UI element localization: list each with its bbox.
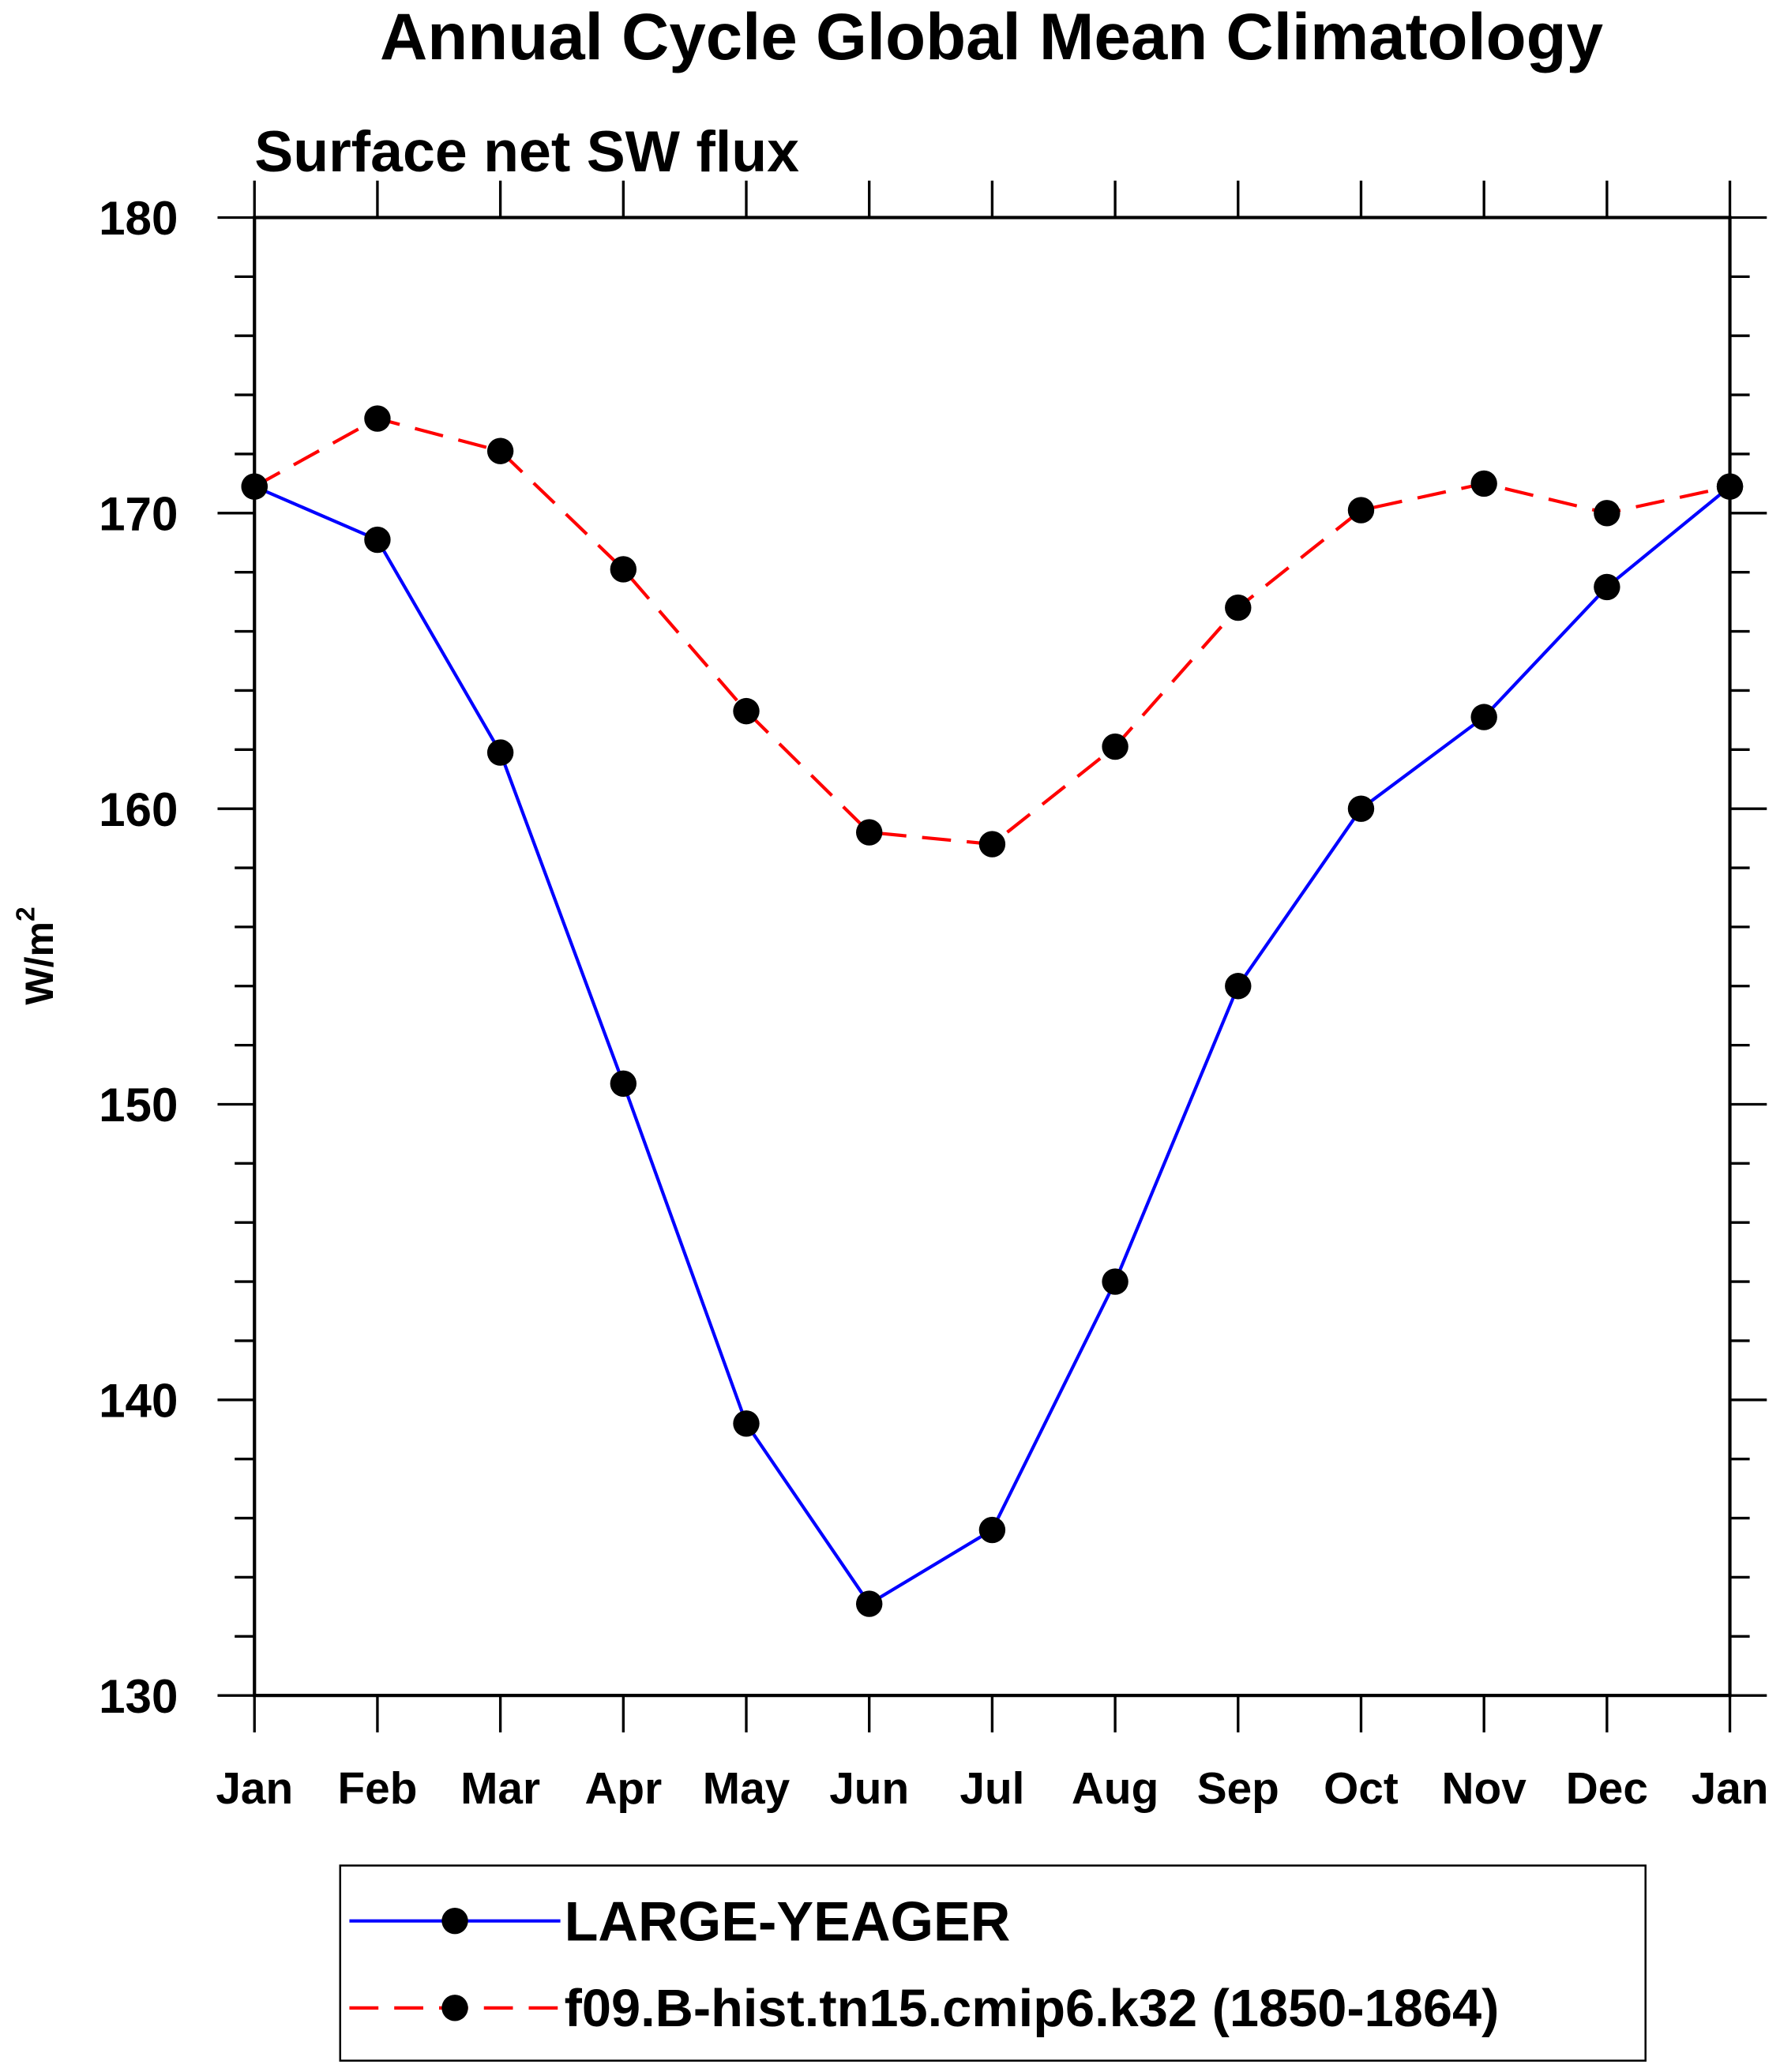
x-tick-label: Jan [216,1764,293,1814]
chart-title: Annual Cycle Global Mean Climatology [380,0,1603,73]
x-tick-label: Feb [337,1764,417,1814]
y-tick-label: 180 [99,192,178,245]
y-axis-label-superscript: 2 [11,906,40,922]
x-tick-label: Jun [829,1764,909,1814]
data-point-series-1 [856,819,883,846]
data-point-series-1 [978,831,1006,858]
data-point-series-0 [1102,1268,1128,1295]
data-point-series-1 [733,697,760,725]
x-tick-label: Aug [1072,1764,1159,1814]
data-point-series-0 [1470,704,1497,730]
data-point-series-0 [1225,973,1252,1000]
data-point-series-1 [1716,473,1744,500]
legend-label-f09: f09.B-hist.tn15.cmip6.k32 (1850-1864) [565,1980,1500,2038]
y-tick-label: 130 [99,1670,178,1723]
data-point-series-0 [610,1070,637,1097]
svg-text:W/m2: W/m2 [11,906,61,1004]
series-line-0 [253,485,1731,1606]
x-tick-label: Jan [1692,1764,1769,1814]
legend-marker-large-yeager [441,1907,468,1935]
data-point-series-0 [486,739,514,766]
y-axis-label: W/m2 [11,906,61,1004]
data-point-series-1 [1470,470,1497,497]
data-point-series-0 [856,1590,883,1617]
data-point-series-1 [241,473,268,500]
data-point-series-0 [1347,795,1375,822]
chart-subtitle: Surface net SW flux [254,118,799,184]
data-point-series-1 [1225,594,1252,621]
data-point-series-1 [1594,500,1620,527]
data-point-series-0 [364,526,391,554]
legend-box [339,1864,1647,2062]
plot-frame [253,216,1732,1698]
y-tick-label: 150 [99,1079,178,1132]
x-tick-label: Nov [1442,1764,1527,1814]
data-point-series-1 [1347,497,1375,524]
x-tick-label: Dec [1566,1764,1648,1814]
x-tick-label: Apr [584,1764,662,1814]
data-point-series-0 [733,1410,760,1437]
x-tick-label: Oct [1324,1764,1399,1814]
x-tick-label: Mar [460,1764,540,1814]
x-tick-label: Jul [959,1764,1024,1814]
data-point-series-1 [486,437,514,464]
legend-marker-f09 [441,1995,468,2021]
y-tick-label: 140 [99,1375,178,1428]
data-point-series-0 [978,1516,1006,1544]
y-tick-label: 170 [99,488,178,541]
x-tick-label: May [703,1764,790,1814]
data-point-series-1 [610,556,637,583]
y-tick-label: 160 [99,783,178,836]
legend-label-large-yeager: LARGE-YEAGER [565,1891,1011,1953]
data-point-series-1 [364,405,391,432]
x-tick-label: Sep [1197,1764,1279,1814]
data-point-series-1 [1102,733,1128,760]
y-axis-label-text: W/m [17,922,62,1005]
series-line-1 [253,416,1730,846]
data-point-series-0 [1594,573,1620,601]
legend: LARGE-YEAGER f09.B-hist.tn15.cmip6.k32 (… [339,1864,1647,2062]
